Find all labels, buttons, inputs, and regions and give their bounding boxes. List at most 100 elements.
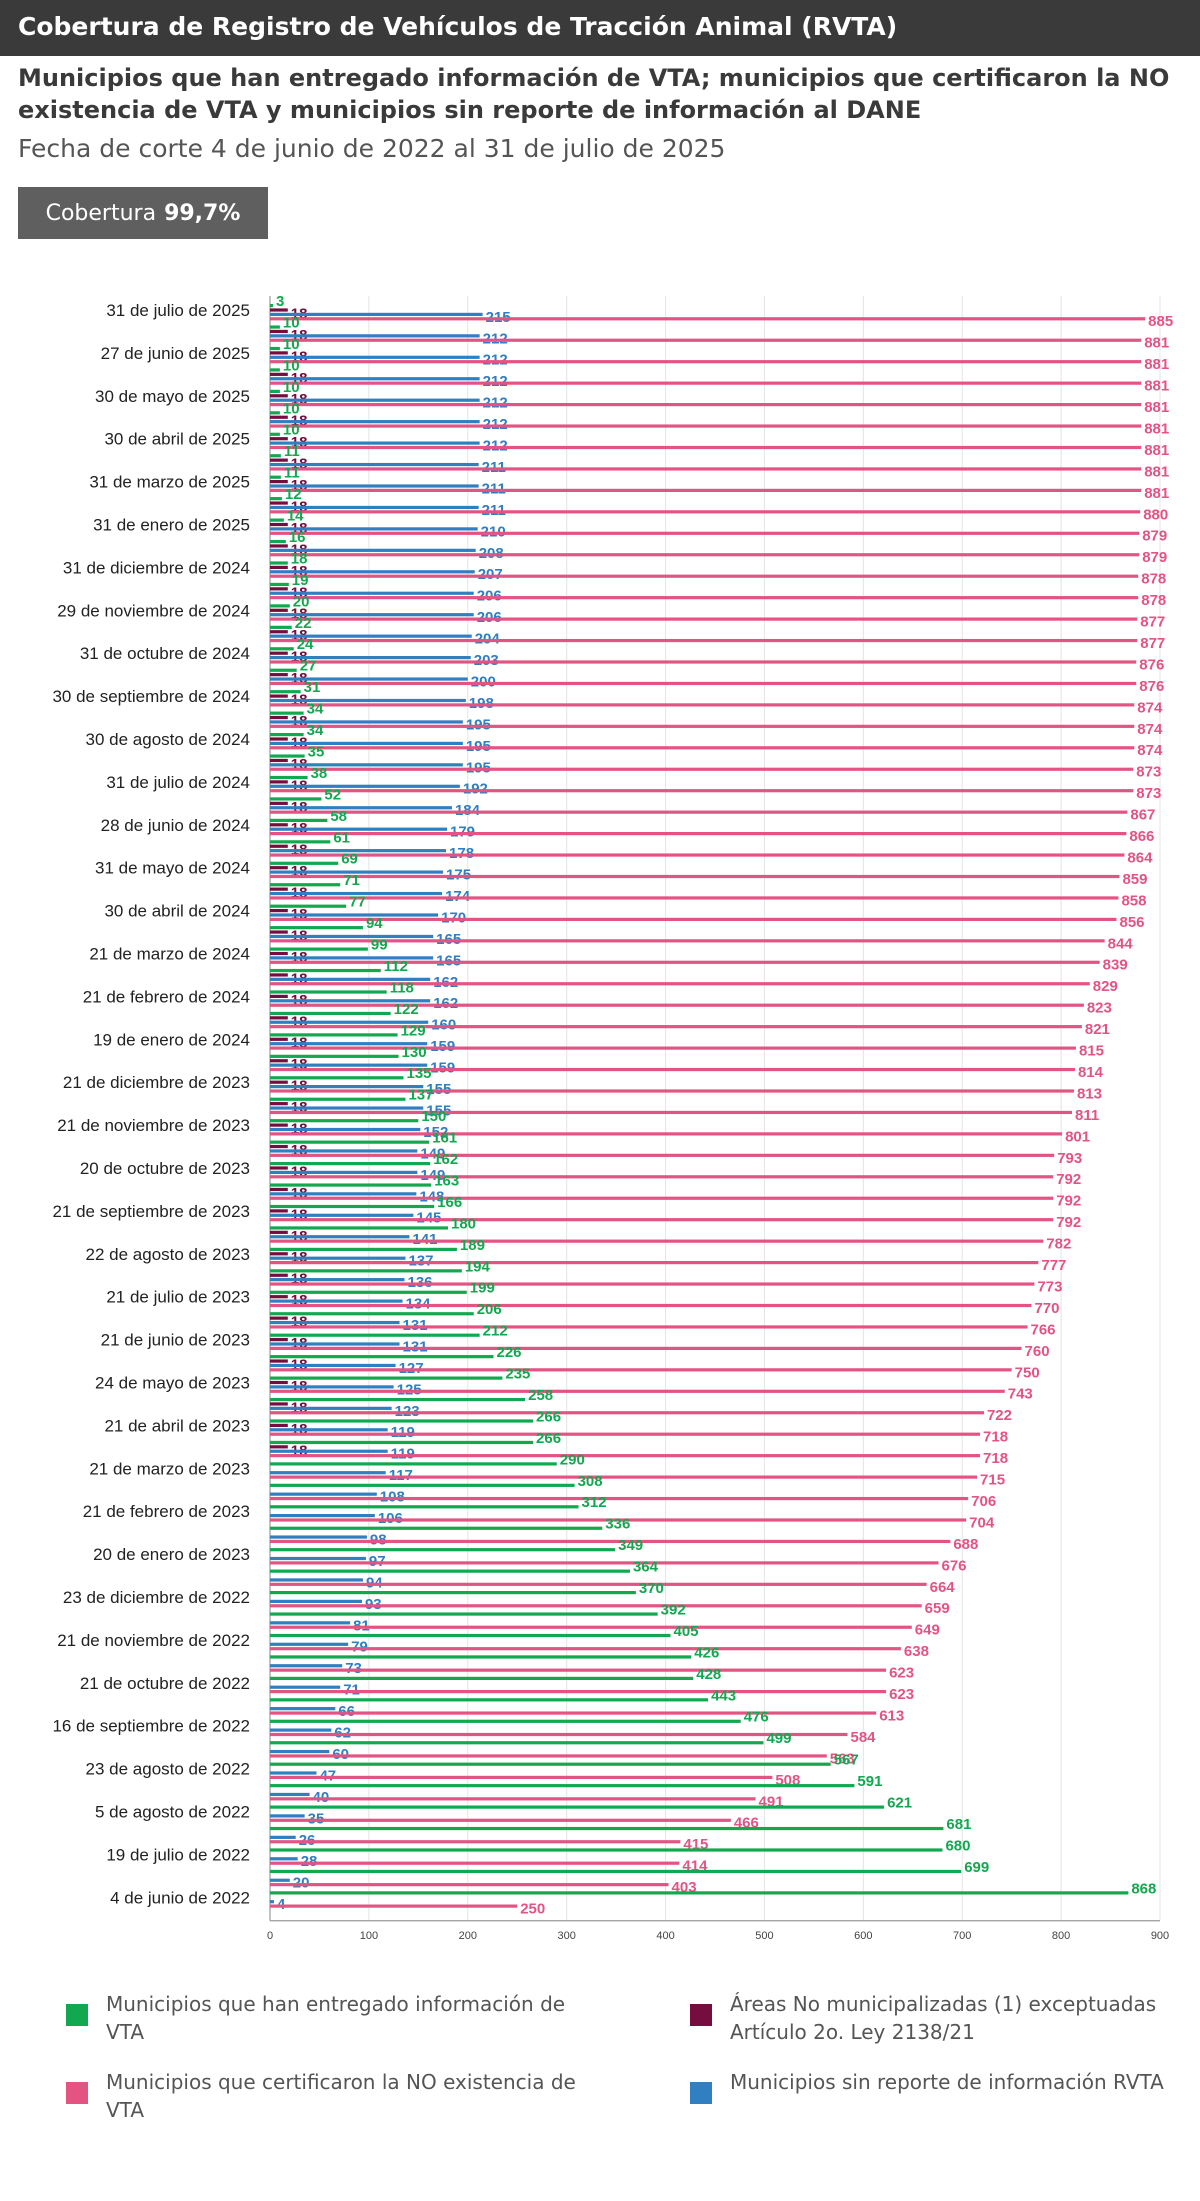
data-label-pink: 623 <box>889 1665 914 1682</box>
data-label-pink: 881 <box>1144 335 1169 352</box>
data-label-green: 428 <box>696 1666 721 1683</box>
bar-pink <box>270 638 1138 643</box>
bar-blue <box>270 849 447 853</box>
data-label-green: 34 <box>307 701 324 718</box>
bar-blue <box>270 1749 330 1754</box>
data-label-green: 591 <box>857 1773 882 1790</box>
bar-green <box>270 797 322 801</box>
data-label-green: 868 <box>1131 1880 1156 1897</box>
y-tick-label: 31 de marzo de 2025 <box>89 473 250 492</box>
bar-pink <box>270 832 1127 836</box>
bar-blue <box>270 1471 386 1475</box>
bar-blue <box>270 806 452 810</box>
bar-green <box>270 668 297 672</box>
y-tick-label: 21 de junio de 2023 <box>101 1331 250 1350</box>
data-label-green: 10 <box>283 357 300 374</box>
data-label-pink: 715 <box>980 1472 1005 1489</box>
bar-green <box>270 368 280 372</box>
data-label-pink: 844 <box>1108 935 1134 952</box>
data-label-pink: 821 <box>1085 1021 1110 1038</box>
data-label-pink: 814 <box>1078 1064 1104 1081</box>
bar-green <box>270 1333 480 1337</box>
data-label-green: 499 <box>766 1730 791 1747</box>
bar-green <box>270 304 273 308</box>
x-tick-label: 800 <box>1052 1930 1070 1942</box>
data-label-pink: 613 <box>879 1707 904 1724</box>
bar-blue <box>270 1127 421 1132</box>
coverage-label: Cobertura <box>45 200 157 226</box>
data-label-pink: 706 <box>971 1493 996 1510</box>
bar-blue <box>270 634 472 638</box>
bar-pink <box>270 1089 1074 1093</box>
data-label-green: 10 <box>283 422 300 439</box>
bar-maroon <box>270 480 288 484</box>
bar-maroon <box>270 1338 288 1342</box>
bar-blue <box>270 1020 429 1024</box>
bar-green <box>270 1183 432 1187</box>
y-tick-label: 30 de septiembre de 2024 <box>52 687 250 706</box>
y-tick-label: 31 de julio de 2024 <box>106 773 250 792</box>
bar-green <box>270 1397 526 1402</box>
data-label-green: 112 <box>384 958 408 975</box>
data-label-pink: 815 <box>1079 1043 1104 1060</box>
bar-green <box>270 1633 671 1638</box>
data-label-pink: 777 <box>1041 1257 1066 1274</box>
bar-pink <box>270 1840 681 1844</box>
bar-pink <box>270 553 1140 557</box>
x-tick-label: 200 <box>459 1930 477 1942</box>
bar-maroon <box>270 737 288 741</box>
x-tick-label: 700 <box>953 1930 971 1942</box>
bar-pink <box>270 1690 887 1694</box>
data-label-green: 258 <box>528 1387 553 1404</box>
x-tick-label: 600 <box>854 1930 872 1942</box>
data-label-pink: 704 <box>969 1514 995 1531</box>
bar-pink <box>270 1282 1035 1286</box>
y-tick-label: 31 de enero de 2025 <box>93 516 250 535</box>
y-tick-label: 21 de noviembre de 2023 <box>57 1116 250 1135</box>
data-label-pink: 823 <box>1087 1000 1112 1017</box>
data-label-green: 38 <box>311 765 328 782</box>
y-tick-label: 19 de enero de 2024 <box>93 1030 250 1049</box>
bar-green <box>270 604 290 608</box>
y-tick-label: 30 de mayo de 2025 <box>95 387 250 406</box>
bar-pink <box>270 1175 1054 1179</box>
data-label-pink: 885 <box>1148 313 1173 330</box>
bar-blue <box>270 1835 296 1839</box>
bar-pink <box>270 960 1100 964</box>
bar-blue <box>270 1857 298 1861</box>
bar-blue <box>270 784 460 788</box>
bar-blue <box>270 1063 428 1067</box>
data-label-green: 34 <box>307 722 324 739</box>
bar-pink <box>270 703 1135 707</box>
legend-item-blue: Municipios sin reporte de información RV… <box>690 2068 1200 2104</box>
bar-green <box>270 754 305 758</box>
bar-blue <box>270 1900 274 1904</box>
coverage-value: 99,7% <box>164 200 241 226</box>
bar-maroon <box>270 1037 288 1041</box>
data-label-green: 10 <box>283 314 300 331</box>
bar-green <box>270 990 387 994</box>
bar-maroon <box>270 501 288 505</box>
data-label-pink: 879 <box>1142 549 1167 566</box>
data-label-pink: 792 <box>1056 1193 1081 1210</box>
data-label-green: 312 <box>582 1494 607 1511</box>
bar-maroon <box>270 973 288 977</box>
bar-green <box>270 475 281 479</box>
bar-pink <box>270 1711 877 1715</box>
bar-maroon <box>270 1102 288 1106</box>
bar-blue <box>270 977 431 981</box>
bar-maroon <box>270 1080 288 1084</box>
bar-pink <box>270 1539 951 1544</box>
bar-pink <box>270 1604 922 1608</box>
data-label-green: 19 <box>292 572 309 589</box>
bar-maroon <box>270 415 288 419</box>
data-label-green: 161 <box>432 1130 457 1147</box>
bar-pink <box>270 1668 887 1672</box>
bar-pink <box>270 724 1135 728</box>
bar-maroon <box>270 458 288 462</box>
bar-green <box>270 582 289 587</box>
legend-label-green: Municipios que han entregado información… <box>106 1992 566 2044</box>
data-label-pink: 664 <box>930 1579 956 1596</box>
bar-maroon <box>270 1445 288 1449</box>
bar-pink <box>270 531 1140 535</box>
